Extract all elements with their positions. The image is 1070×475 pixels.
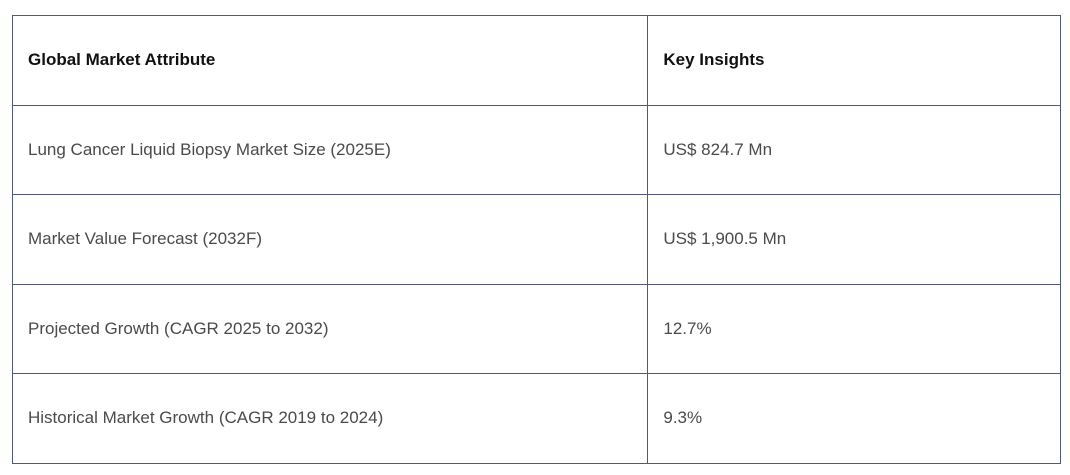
table-row: Market Value Forecast (2032F) US$ 1,900.5… bbox=[11, 194, 1061, 285]
header-cell: Global Market Attribute bbox=[11, 15, 649, 106]
table-cell: 9.3% bbox=[647, 373, 1061, 464]
table-body: Lung Cancer Liquid Biopsy Market Size (2… bbox=[11, 104, 1061, 464]
table-cell: Projected Growth (CAGR 2025 to 2032) bbox=[11, 283, 649, 374]
table-cell: US$ 1,900.5 Mn bbox=[647, 194, 1061, 285]
table-cell: Historical Market Growth (CAGR 2019 to 2… bbox=[11, 373, 649, 464]
table-cell: Lung Cancer Liquid Biopsy Market Size (2… bbox=[11, 104, 649, 195]
table-row: Lung Cancer Liquid Biopsy Market Size (2… bbox=[11, 104, 1061, 195]
table-row: Projected Growth (CAGR 2025 to 2032) 12.7… bbox=[11, 283, 1061, 374]
header-row: Global Market Attribute Key Insights bbox=[11, 15, 1061, 106]
market-table: Global Market Attribute Key Insights Lun… bbox=[11, 15, 1061, 464]
table-row: Historical Market Growth (CAGR 2019 to 2… bbox=[11, 373, 1061, 464]
table-cell: US$ 824.7 Mn bbox=[647, 104, 1061, 195]
table-cell: 12.7% bbox=[647, 283, 1061, 374]
header-cell: Key Insights bbox=[647, 15, 1061, 106]
table-cell: Market Value Forecast (2032F) bbox=[11, 194, 649, 285]
